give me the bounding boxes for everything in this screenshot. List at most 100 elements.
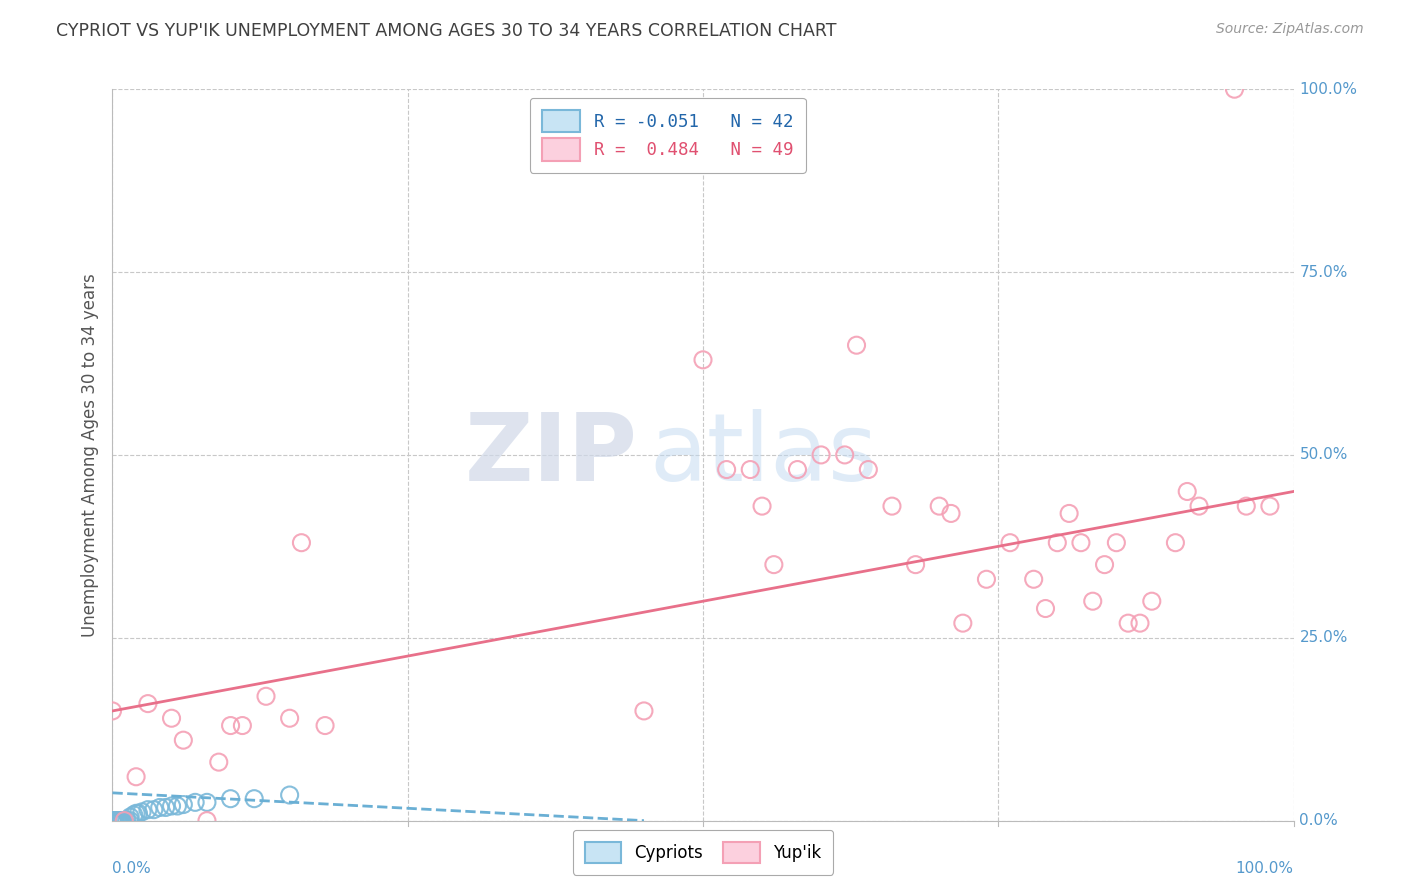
Text: 25.0%: 25.0% [1299,631,1348,645]
Point [101,814,124,828]
Point [101,814,124,828]
Point [101,814,124,828]
Point [1258,499,1281,513]
Point [1105,535,1128,549]
Point [101,814,124,828]
Point [101,814,124,828]
Point [110,814,132,828]
Point [122,807,145,822]
Point [105,814,128,828]
Point [845,338,868,352]
Point [314,718,336,732]
Text: ZIP: ZIP [465,409,638,501]
Point [1188,499,1211,513]
Point [786,462,808,476]
Text: 75.0%: 75.0% [1299,265,1348,279]
Point [103,814,125,828]
Point [219,718,242,732]
Point [1070,535,1092,549]
Point [103,814,125,828]
Point [184,796,207,810]
Point [160,799,183,814]
Point [1116,616,1139,631]
Point [290,535,312,549]
Point [278,711,301,725]
Point [107,814,129,828]
Point [254,690,277,704]
Point [952,616,974,631]
Point [928,499,950,513]
Text: 0.0%: 0.0% [112,861,152,876]
Text: 50.0%: 50.0% [1299,448,1348,462]
Text: 100.0%: 100.0% [1236,861,1294,876]
Point [880,499,903,513]
Point [1140,594,1163,608]
Point [104,814,127,828]
Point [1046,535,1069,549]
Y-axis label: Unemployment Among Ages 30 to 34 years: Unemployment Among Ages 30 to 34 years [80,273,98,637]
Legend: Cypriots, Yup'ik: Cypriots, Yup'ik [572,830,834,875]
Point [976,572,998,586]
Point [858,462,880,476]
Legend: R = -0.051   N = 42, R =  0.484   N = 49: R = -0.051 N = 42, R = 0.484 N = 49 [530,98,806,173]
Point [716,462,738,476]
Point [101,814,124,828]
Text: CYPRIOT VS YUP'IK UNEMPLOYMENT AMONG AGES 30 TO 34 YEARS CORRELATION CHART: CYPRIOT VS YUP'IK UNEMPLOYMENT AMONG AGE… [56,22,837,40]
Point [195,814,218,828]
Point [155,800,177,814]
Point [120,814,142,828]
Point [1081,594,1104,608]
Point [762,558,785,572]
Point [278,788,301,802]
Point [142,803,165,817]
Point [112,814,135,828]
Point [104,814,127,828]
Point [751,499,773,513]
Point [810,448,832,462]
Point [108,814,131,828]
Text: atlas: atlas [650,409,879,501]
Point [243,791,266,805]
Point [105,814,128,828]
Point [1094,558,1116,572]
Point [136,803,159,817]
Point [1129,616,1152,631]
Text: 0.0%: 0.0% [1299,814,1339,828]
Point [125,806,148,821]
Point [1175,484,1198,499]
Point [633,704,655,718]
Point [112,814,135,828]
Point [112,814,135,828]
Point [115,814,138,828]
Point [120,810,142,824]
Point [111,814,134,828]
Point [125,770,148,784]
Point [208,755,231,769]
Point [998,535,1021,549]
Point [1164,535,1187,549]
Point [740,462,762,476]
Text: Source: ZipAtlas.com: Source: ZipAtlas.com [1216,22,1364,37]
Point [103,814,125,828]
Point [939,507,962,521]
Point [692,352,714,367]
Point [834,448,856,462]
Point [172,797,194,812]
Point [112,814,135,828]
Point [101,814,124,828]
Point [1223,82,1246,96]
Point [1022,572,1045,586]
Point [127,806,149,821]
Point [149,800,172,814]
Point [1035,601,1057,615]
Text: 100.0%: 100.0% [1299,82,1357,96]
Point [219,791,242,805]
Point [904,558,927,572]
Point [195,796,218,810]
Point [172,733,194,747]
Point [107,814,129,828]
Point [231,718,253,732]
Point [131,805,153,819]
Point [101,704,124,718]
Point [160,711,183,725]
